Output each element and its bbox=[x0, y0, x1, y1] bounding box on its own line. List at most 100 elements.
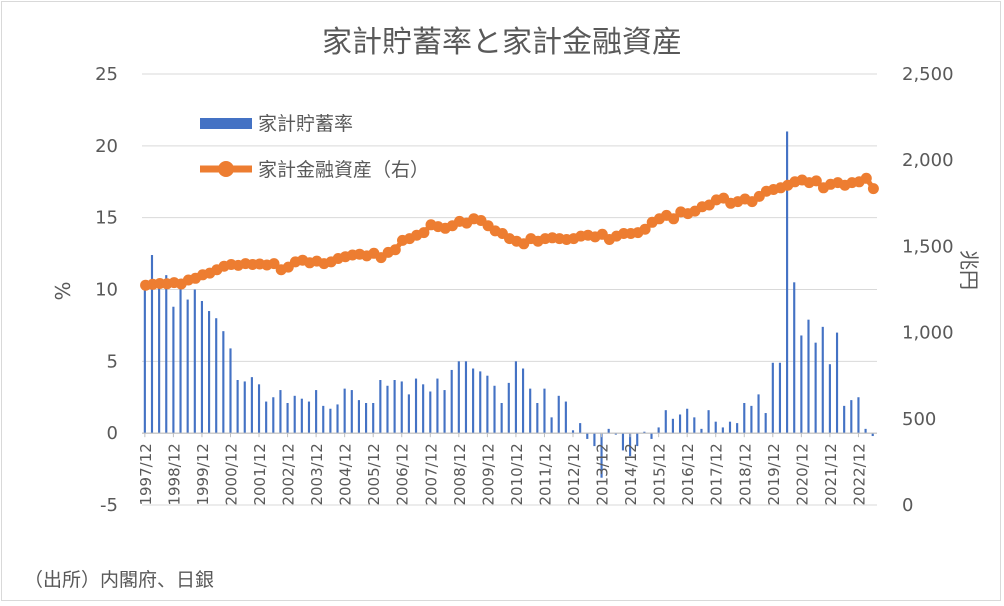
savings-rate-bar bbox=[257, 384, 261, 434]
savings-rate-bar bbox=[179, 286, 182, 434]
right-tick-label: 1,500 bbox=[902, 236, 954, 257]
left-tick-label: 5 bbox=[107, 351, 118, 372]
left-axis-ticks: 25 20 15 10 5 0 -5 bbox=[95, 64, 118, 516]
x-tick-label: 2015/12 bbox=[651, 443, 669, 505]
savings-rate-bar bbox=[743, 403, 746, 434]
savings-rate-bar bbox=[365, 403, 368, 434]
savings-rate-bar bbox=[229, 348, 232, 434]
savings-rate-bar bbox=[315, 390, 318, 434]
savings-rate-bar bbox=[279, 390, 282, 434]
savings-rate-bar bbox=[464, 361, 468, 434]
x-tick-label: 2003/12 bbox=[308, 443, 326, 505]
savings-rate-bar bbox=[536, 403, 539, 434]
left-tick-label: -5 bbox=[100, 495, 118, 516]
savings-rate-bar bbox=[336, 404, 339, 434]
savings-rate-bar bbox=[443, 390, 446, 434]
savings-rate-bar bbox=[379, 380, 382, 434]
savings-rate-bar bbox=[771, 362, 774, 434]
savings-rate-bar bbox=[643, 431, 646, 434]
savings-rate-bar bbox=[236, 380, 239, 434]
savings-rate-bar bbox=[593, 433, 596, 447]
savings-rate-bar bbox=[222, 331, 225, 434]
savings-rate-bar bbox=[564, 401, 567, 434]
right-axis-ticks: 2,500 2,000 1,500 1,000 500 0 bbox=[902, 64, 954, 516]
savings-rate-bar bbox=[678, 414, 682, 434]
legend: 家計貯蓄率 家計金融資産（右） bbox=[200, 113, 429, 181]
right-tick-label: 2,500 bbox=[902, 64, 954, 85]
savings-rate-bar bbox=[250, 377, 253, 434]
savings-rate-bar bbox=[400, 381, 403, 434]
left-axis-label: % bbox=[51, 281, 75, 300]
x-tick-label: 2022/12 bbox=[850, 443, 868, 505]
savings-rate-bar bbox=[486, 375, 489, 434]
savings-rate-bar bbox=[193, 289, 196, 434]
savings-rate-bar bbox=[300, 398, 303, 434]
x-tick-label: 2000/12 bbox=[223, 443, 241, 505]
legend-line-marker bbox=[218, 161, 234, 177]
savings-rate-bar bbox=[386, 385, 389, 434]
x-tick-label: 2002/12 bbox=[280, 443, 298, 505]
savings-rate-bar bbox=[557, 395, 560, 434]
savings-rate-bar bbox=[857, 397, 860, 434]
x-tick-label: 2016/12 bbox=[679, 443, 697, 505]
savings-rate-bar bbox=[208, 311, 211, 434]
savings-rate-bar bbox=[472, 368, 475, 434]
savings-rate-bar bbox=[700, 428, 703, 434]
x-tick-label: 2014/12 bbox=[622, 443, 640, 505]
savings-rate-bar bbox=[636, 433, 639, 447]
savings-rate-bar bbox=[457, 361, 460, 434]
savings-rate-bar bbox=[322, 405, 325, 434]
savings-rate-bar bbox=[614, 433, 617, 435]
savings-rate-bar bbox=[450, 369, 453, 434]
savings-rate-bar bbox=[514, 361, 517, 434]
savings-rate-bar bbox=[529, 388, 532, 434]
x-tick-label: 2005/12 bbox=[365, 443, 383, 505]
savings-rate-bar bbox=[493, 385, 496, 434]
x-tick-label: 2007/12 bbox=[422, 443, 440, 505]
savings-rate-bar bbox=[579, 423, 582, 434]
savings-rate-bar bbox=[693, 417, 696, 434]
chart-title: 家計貯蓄率と家計金融資産 bbox=[322, 25, 682, 60]
savings-rate-bar bbox=[800, 335, 803, 434]
savings-rate-bar bbox=[764, 413, 767, 434]
left-tick-label: 0 bbox=[107, 423, 118, 444]
savings-rate-bar bbox=[215, 318, 218, 434]
gridlines bbox=[142, 73, 877, 506]
savings-rate-bar bbox=[436, 378, 439, 434]
x-tick-label: 2001/12 bbox=[251, 443, 269, 505]
right-tick-label: 500 bbox=[902, 409, 936, 430]
savings-rate-bar bbox=[293, 395, 296, 434]
savings-rate-bar bbox=[671, 418, 674, 434]
savings-rate-bar bbox=[750, 405, 753, 434]
savings-rate-bar bbox=[521, 368, 525, 434]
savings-rate-bar bbox=[272, 397, 275, 434]
x-tick-label: 2004/12 bbox=[337, 443, 355, 505]
x-tick-label: 1999/12 bbox=[194, 443, 212, 505]
savings-rate-bar bbox=[607, 428, 610, 434]
savings-rate-bar bbox=[200, 300, 204, 434]
savings-rate-bar bbox=[757, 394, 760, 434]
financial-assets-marker bbox=[860, 172, 872, 184]
x-tick-label: 2006/12 bbox=[394, 443, 412, 505]
x-tick-label: 2008/12 bbox=[451, 443, 469, 505]
x-tick-label: 2017/12 bbox=[708, 443, 726, 505]
legend-entry-savings-rate: 家計貯蓄率 bbox=[258, 113, 353, 135]
x-tick-label: 2021/12 bbox=[822, 443, 840, 505]
savings-rate-bar bbox=[629, 433, 632, 457]
savings-rate-bar bbox=[393, 380, 396, 434]
x-tick-label: 1997/12 bbox=[137, 443, 155, 505]
x-tick-label: 2013/12 bbox=[594, 443, 612, 505]
x-tick-label: 2012/12 bbox=[565, 443, 583, 505]
savings-rate-bar bbox=[828, 364, 831, 434]
financial-assets-marker bbox=[867, 183, 879, 195]
savings-rate-bar bbox=[714, 421, 717, 434]
savings-rate-bar bbox=[414, 378, 418, 434]
savings-rate-bar bbox=[343, 388, 346, 434]
savings-rate-bar bbox=[479, 371, 482, 434]
savings-rate-bar bbox=[707, 410, 710, 434]
right-axis-label: 兆円 bbox=[957, 250, 981, 290]
savings-rate-bar bbox=[543, 388, 546, 434]
savings-rate-bar bbox=[814, 342, 817, 434]
